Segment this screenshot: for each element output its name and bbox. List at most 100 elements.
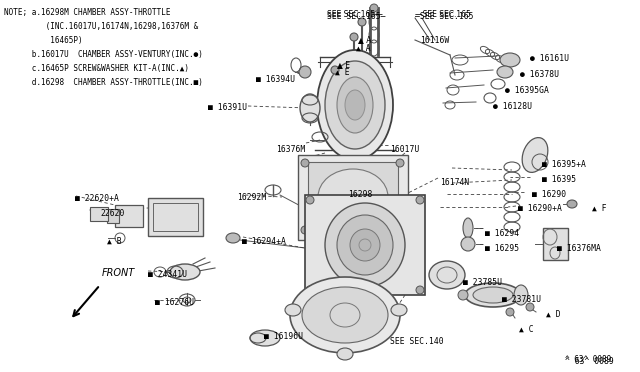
Ellipse shape	[337, 348, 353, 360]
Text: 16292M: 16292M	[237, 193, 266, 202]
Ellipse shape	[306, 286, 314, 294]
Text: ■ 22620+A: ■ 22620+A	[75, 194, 119, 203]
Ellipse shape	[465, 283, 521, 307]
Text: 16116W: 16116W	[420, 36, 449, 45]
Ellipse shape	[306, 196, 314, 204]
Ellipse shape	[301, 226, 309, 234]
Text: ■ 16294: ■ 16294	[485, 229, 519, 238]
Ellipse shape	[458, 290, 468, 300]
Ellipse shape	[358, 18, 366, 26]
Ellipse shape	[396, 226, 404, 234]
Text: 16017U: 16017U	[390, 145, 419, 154]
Text: ■ 16394U: ■ 16394U	[256, 75, 295, 84]
Ellipse shape	[350, 229, 380, 261]
Text: 16174N: 16174N	[440, 178, 469, 187]
Text: ● 16378U: ● 16378U	[520, 70, 559, 79]
Ellipse shape	[473, 287, 513, 303]
Ellipse shape	[302, 287, 388, 343]
Ellipse shape	[416, 196, 424, 204]
Text: (INC.16017U,16174N,16298,16376M &: (INC.16017U,16174N,16298,16376M &	[4, 22, 198, 31]
Ellipse shape	[522, 138, 548, 172]
Text: ▲ B: ▲ B	[107, 237, 122, 246]
Ellipse shape	[285, 304, 301, 316]
Text: ● 16161U: ● 16161U	[530, 54, 569, 63]
Text: SEE SEC.140: SEE SEC.140	[390, 337, 444, 346]
Text: ■ 16196U: ■ 16196U	[264, 332, 303, 341]
Text: ▲ C: ▲ C	[519, 325, 534, 334]
Text: ● 16395GA: ● 16395GA	[505, 86, 549, 95]
Text: 22620: 22620	[100, 209, 124, 218]
Ellipse shape	[317, 50, 393, 160]
Ellipse shape	[250, 330, 280, 346]
Bar	[298, 155, 408, 240]
Text: b.16017U  CHAMBER ASSY-VENTURY(INC.●): b.16017U CHAMBER ASSY-VENTURY(INC.●)	[4, 50, 203, 59]
Ellipse shape	[337, 215, 393, 275]
Bar	[153, 203, 198, 231]
Ellipse shape	[299, 66, 311, 78]
Ellipse shape	[325, 61, 385, 149]
Text: 16298: 16298	[348, 190, 372, 199]
Text: ■ 16295: ■ 16295	[485, 244, 519, 253]
Ellipse shape	[370, 4, 378, 12]
Ellipse shape	[325, 203, 405, 287]
Text: ■ 23785U: ■ 23785U	[463, 278, 502, 287]
Text: SEE SEC.165—: SEE SEC.165—	[327, 12, 385, 21]
Text: d.16298  CHAMBER ASSY-THROTTLE(INC.■): d.16298 CHAMBER ASSY-THROTTLE(INC.■)	[4, 78, 203, 87]
Ellipse shape	[506, 308, 514, 316]
Text: ■ 16276U: ■ 16276U	[155, 298, 194, 307]
Ellipse shape	[514, 285, 528, 305]
Text: ■ 16294+A: ■ 16294+A	[242, 237, 286, 246]
Text: 16376M: 16376M	[276, 145, 305, 154]
Text: ■ 16395: ■ 16395	[542, 175, 576, 184]
Text: SEE SEC.165—: SEE SEC.165—	[327, 10, 383, 19]
Ellipse shape	[226, 233, 240, 243]
Text: ■ 16376MA: ■ 16376MA	[557, 244, 601, 253]
Ellipse shape	[301, 159, 309, 167]
Text: ▲ D: ▲ D	[546, 310, 561, 319]
Text: ■ 16290+A: ■ 16290+A	[518, 204, 562, 213]
Ellipse shape	[300, 94, 320, 122]
Ellipse shape	[170, 264, 200, 280]
Text: ■ 23781U: ■ 23781U	[502, 295, 541, 304]
Ellipse shape	[350, 33, 358, 41]
Text: ■ 16290: ■ 16290	[532, 190, 566, 199]
Text: ■ 16395+A: ■ 16395+A	[542, 160, 586, 169]
Text: ^ 63^ 0089: ^ 63^ 0089	[565, 357, 614, 366]
Text: ■ 24341U: ■ 24341U	[148, 270, 187, 279]
Ellipse shape	[391, 304, 407, 316]
Text: FRONT: FRONT	[102, 268, 135, 278]
Bar	[543, 228, 568, 260]
Bar	[308, 162, 398, 232]
Text: ▲ A: ▲ A	[356, 44, 371, 53]
Text: c.16465P SCREW&WASHER KIT-A(INC.▲): c.16465P SCREW&WASHER KIT-A(INC.▲)	[4, 64, 189, 73]
Bar	[90, 207, 108, 221]
Bar	[148, 198, 203, 236]
Ellipse shape	[567, 200, 577, 208]
Text: ▲ F: ▲ F	[592, 204, 607, 213]
Bar	[107, 209, 119, 223]
Ellipse shape	[463, 218, 473, 238]
Ellipse shape	[497, 66, 513, 78]
Text: —SEE SEC.165: —SEE SEC.165	[415, 12, 474, 21]
Ellipse shape	[345, 90, 365, 120]
Ellipse shape	[526, 303, 534, 311]
Ellipse shape	[429, 261, 465, 289]
Ellipse shape	[416, 286, 424, 294]
Text: 16465P): 16465P)	[4, 36, 83, 45]
Text: NOTE; a.16298M CHAMBER ASSY-THROTTLE: NOTE; a.16298M CHAMBER ASSY-THROTTLE	[4, 8, 170, 17]
Ellipse shape	[500, 53, 520, 67]
Bar	[115, 205, 143, 227]
Text: ● 16128U: ● 16128U	[493, 102, 532, 111]
Text: ■ 16391U: ■ 16391U	[208, 103, 247, 112]
Ellipse shape	[290, 277, 400, 353]
Ellipse shape	[461, 237, 475, 251]
Ellipse shape	[331, 66, 339, 74]
Text: ^ 63^ 0089: ^ 63^ 0089	[565, 355, 611, 364]
Text: —SEE SEC.165: —SEE SEC.165	[415, 10, 471, 19]
Text: ▲ E: ▲ E	[337, 61, 350, 70]
Bar	[305, 195, 425, 295]
Text: ▲ A: ▲ A	[358, 35, 371, 45]
Ellipse shape	[337, 77, 373, 133]
Text: ▲ E: ▲ E	[335, 68, 349, 77]
Ellipse shape	[396, 159, 404, 167]
